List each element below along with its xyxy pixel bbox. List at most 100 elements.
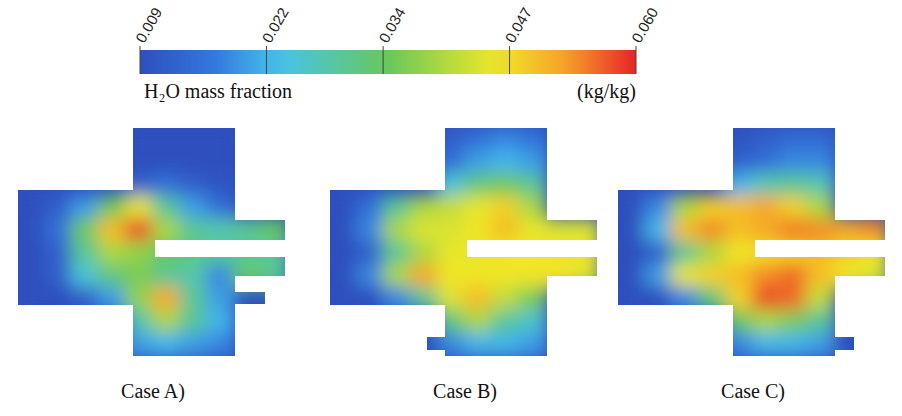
- cell: [410, 218, 439, 243]
- cell: [752, 287, 781, 312]
- cell: [752, 150, 781, 175]
- cell: [752, 173, 781, 198]
- cell: [860, 218, 889, 243]
- cell: [698, 264, 727, 289]
- cell: [518, 332, 547, 357]
- cell: [125, 218, 154, 243]
- cell: [491, 332, 520, 357]
- cell: [206, 218, 235, 243]
- cell: [206, 264, 235, 289]
- cell: [98, 287, 127, 312]
- cell: [71, 218, 100, 243]
- cell: [329, 264, 358, 289]
- cell: [860, 264, 889, 289]
- cell: [206, 195, 235, 220]
- cell: [179, 309, 208, 334]
- cell: [833, 264, 862, 289]
- cell: [125, 195, 154, 220]
- cell: [260, 218, 289, 243]
- colorbar-tick-label: 0.060: [628, 4, 661, 45]
- cell: [152, 127, 181, 152]
- cell: [779, 127, 808, 152]
- cell: [464, 195, 493, 220]
- panel: [13, 123, 303, 368]
- cell: [383, 264, 412, 289]
- cell: [698, 287, 727, 312]
- cell: [437, 309, 466, 334]
- colorbar-tick-label: 0.034: [375, 4, 408, 45]
- cell: [518, 127, 547, 152]
- cell: [17, 287, 46, 312]
- cell: [437, 287, 466, 312]
- cell: [179, 127, 208, 152]
- cell: [779, 218, 808, 243]
- panel-title: Case A): [121, 380, 185, 403]
- cell: [779, 264, 808, 289]
- cell: [329, 287, 358, 312]
- cell: [98, 218, 127, 243]
- cell: [644, 264, 673, 289]
- cell: [464, 127, 493, 152]
- colorbar-tick: [509, 46, 510, 74]
- cell: [206, 150, 235, 175]
- cell: [125, 309, 154, 334]
- cell: [206, 309, 235, 334]
- cell: [806, 195, 835, 220]
- cell: [518, 173, 547, 198]
- colorbar-title: H₂O mass fraction: [144, 80, 292, 102]
- domain-background: [325, 123, 615, 368]
- cell: [356, 195, 385, 220]
- cell: [71, 241, 100, 266]
- cell: [125, 332, 154, 357]
- cell: [779, 173, 808, 198]
- cell: [98, 241, 127, 266]
- cell: [752, 332, 781, 357]
- colorbar-tick: [266, 46, 267, 74]
- cell: [779, 195, 808, 220]
- panel-title: Case C): [721, 380, 785, 403]
- cell: [437, 241, 466, 266]
- cell: [518, 264, 547, 289]
- cell: [617, 264, 646, 289]
- cell: [437, 195, 466, 220]
- cell: [806, 309, 835, 334]
- splitter: [155, 240, 287, 257]
- cell: [464, 332, 493, 357]
- cell: [206, 173, 235, 198]
- cell: [410, 264, 439, 289]
- cell: [125, 173, 154, 198]
- cell: [779, 309, 808, 334]
- cell: [464, 173, 493, 198]
- cell: [491, 309, 520, 334]
- cell: [17, 264, 46, 289]
- cell: [44, 264, 73, 289]
- cell: [752, 195, 781, 220]
- cell: [437, 332, 466, 357]
- cell: [464, 218, 493, 243]
- cell: [44, 241, 73, 266]
- cell: [491, 195, 520, 220]
- cell: [671, 264, 700, 289]
- figure: 0.0090.0220.0340.0470.060H₂O mass fracti…: [0, 0, 902, 416]
- domain: [325, 123, 615, 368]
- cell: [152, 287, 181, 312]
- field: [329, 127, 601, 357]
- cell: [617, 287, 646, 312]
- cell: [206, 332, 235, 357]
- cell: [491, 287, 520, 312]
- cell: [464, 150, 493, 175]
- cell: [356, 287, 385, 312]
- cell: [698, 241, 727, 266]
- cell: [491, 150, 520, 175]
- domain-background: [613, 123, 902, 368]
- cell: [725, 150, 754, 175]
- cell: [17, 241, 46, 266]
- cell: [671, 287, 700, 312]
- field: [17, 127, 289, 357]
- cell: [806, 173, 835, 198]
- cell: [725, 264, 754, 289]
- cell: [806, 332, 835, 357]
- colorbar-tick: [140, 46, 141, 74]
- cell: [410, 287, 439, 312]
- cell: [518, 218, 547, 243]
